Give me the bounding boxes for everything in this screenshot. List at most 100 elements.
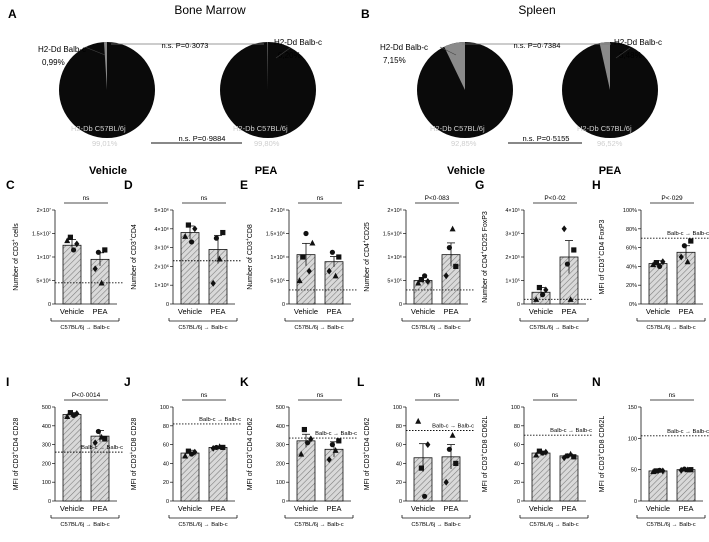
bar-panel-c: C Number of CD3+ cells 0 5×10⁶ 1×10⁷ 1.5×10⁷ 2… xyxy=(6,178,123,331)
significance-label: ns xyxy=(201,195,209,202)
data-point xyxy=(74,410,80,417)
data-point xyxy=(422,273,428,279)
data-point xyxy=(336,438,342,444)
y-tick-label: 300 xyxy=(276,443,285,449)
data-point xyxy=(543,286,549,294)
y-tick-label: 100 xyxy=(511,405,520,411)
pie-spleen-vehicle xyxy=(417,42,513,138)
y-tick-label: 1×10⁶ xyxy=(154,282,169,289)
y-axis-label: Number of CD4+CD25 xyxy=(362,222,371,292)
data-point xyxy=(660,467,666,475)
y-tick-label: 200 xyxy=(276,461,285,467)
panel-letter: L xyxy=(357,375,364,389)
transfer-label: C57BL/6j → Balb-c xyxy=(529,325,578,331)
data-point xyxy=(653,260,659,266)
pie-slice-donor xyxy=(444,42,465,90)
y-tick-label: 60 xyxy=(163,443,169,449)
y-tick-label: 0 xyxy=(399,499,402,505)
significance-label: P<0·02 xyxy=(544,195,566,202)
section-title-spleen: Spleen xyxy=(518,3,555,17)
y-tick-label: 500 xyxy=(42,405,51,411)
transfer-label: C57BL/6j → Balb-c xyxy=(411,325,460,331)
x-category-label: PEA xyxy=(210,504,225,513)
pie-percent-host: 96,52% xyxy=(597,139,623,148)
x-category-label: Vehicle xyxy=(411,307,435,316)
comparison-pvalue: n.s. P=0·5155 xyxy=(523,134,570,143)
data-point xyxy=(309,239,316,246)
panel-letter: C xyxy=(6,178,15,192)
data-point xyxy=(543,448,549,456)
panel-letter: E xyxy=(240,178,248,192)
y-tick-label: 2×10⁷ xyxy=(37,207,51,214)
data-point xyxy=(418,465,424,471)
bar xyxy=(648,263,668,305)
y-tick-label: 500 xyxy=(276,405,285,411)
data-point xyxy=(102,247,108,253)
x-category-label: PEA xyxy=(443,504,458,513)
bar xyxy=(324,448,344,502)
x-category-label: PEA xyxy=(561,307,576,316)
data-point xyxy=(681,243,688,249)
data-point xyxy=(425,441,431,448)
pie-bone-marrow-vehicle xyxy=(59,42,155,138)
bar xyxy=(676,251,696,305)
y-axis-label: MFI of CD3+CD8 CD62L xyxy=(480,416,489,493)
bar xyxy=(62,244,82,305)
y-tick-label: 3×10⁵ xyxy=(505,231,520,238)
y-tick-label: 60% xyxy=(626,246,637,252)
data-point xyxy=(220,229,226,236)
data-point xyxy=(422,493,428,499)
y-tick-label: 5×10⁶ xyxy=(154,207,169,214)
significance-label: ns xyxy=(201,392,209,399)
data-point xyxy=(561,225,567,233)
data-point xyxy=(192,225,198,233)
bar-panel-j: J MFI of CD3+CD8 CD28 0 20 40 60 80 100 Vehicle P… xyxy=(124,375,241,528)
y-tick-label: 200 xyxy=(42,461,51,467)
data-point xyxy=(182,233,189,239)
transfer-label: C57BL/6j → Balb-c xyxy=(411,522,460,528)
data-point xyxy=(64,413,71,419)
y-axis-label: MFI of CD3+CD4 CD28 xyxy=(11,418,20,491)
data-point xyxy=(98,279,105,286)
transfer-label: C57BL/6j → Balb-c xyxy=(178,522,227,528)
pointer-line xyxy=(615,47,631,59)
x-category-label: Vehicle xyxy=(178,307,202,316)
data-point xyxy=(571,247,577,253)
panel-b-spleen: B Spleen H2-Dd Balb-c 7,15% H2-Dd Balb-c… xyxy=(361,3,662,177)
data-point xyxy=(326,456,332,464)
data-point xyxy=(67,234,73,240)
pie-group-label: PEA xyxy=(599,165,622,177)
data-point xyxy=(540,292,546,298)
transfer-label: C57BL/6j → Balb-c xyxy=(178,325,227,331)
transfer-label: C57BL/6j → Balb-c xyxy=(60,325,109,331)
bar xyxy=(296,440,316,502)
y-tick-label: 20 xyxy=(163,480,169,486)
y-tick-label: 80 xyxy=(514,424,520,430)
x-category-label: PEA xyxy=(326,504,341,513)
reference-label: Balb-c → Balb-c xyxy=(667,429,709,435)
data-point xyxy=(443,272,449,280)
pie-percent-donor: 7,15% xyxy=(383,56,406,65)
x-category-label: PEA xyxy=(210,307,225,316)
panel-letter: F xyxy=(357,178,364,192)
pie-label-donor: H2-Dd Balb-c xyxy=(38,45,86,54)
transfer-label: C57BL/6j → Balb-c xyxy=(294,325,343,331)
bar-panel-m: M MFI of CD3+CD8 CD62L 0 20 40 60 80 100 Vehicle… xyxy=(475,375,592,528)
pie-percent-host: 99,01% xyxy=(92,139,118,148)
data-point xyxy=(64,237,71,244)
data-point xyxy=(189,239,195,245)
y-tick-label: 100 xyxy=(393,405,402,411)
x-category-label: Vehicle xyxy=(529,307,553,316)
y-tick-label: 400 xyxy=(42,424,51,430)
y-tick-label: 100 xyxy=(42,480,51,486)
data-point xyxy=(653,468,659,474)
panel-letter: G xyxy=(475,178,484,192)
significance-label: P<0·083 xyxy=(425,195,450,202)
panel-letter: J xyxy=(124,375,131,389)
bar-panel-l: L MFI of CD3+CD4 CD62 0 20 40 60 80 100 Vehicle P… xyxy=(357,375,474,528)
data-point xyxy=(536,448,542,454)
y-tick-label: 80 xyxy=(396,424,402,430)
reference-label: Balb-c → Balb-c xyxy=(81,445,123,451)
bar-panel-k: K MFI of CD3+CD4 CD62 0 100 200 300 400 500 Vehi… xyxy=(240,375,357,528)
comparison-pvalue: n.s. P=0·9884 xyxy=(179,134,226,143)
